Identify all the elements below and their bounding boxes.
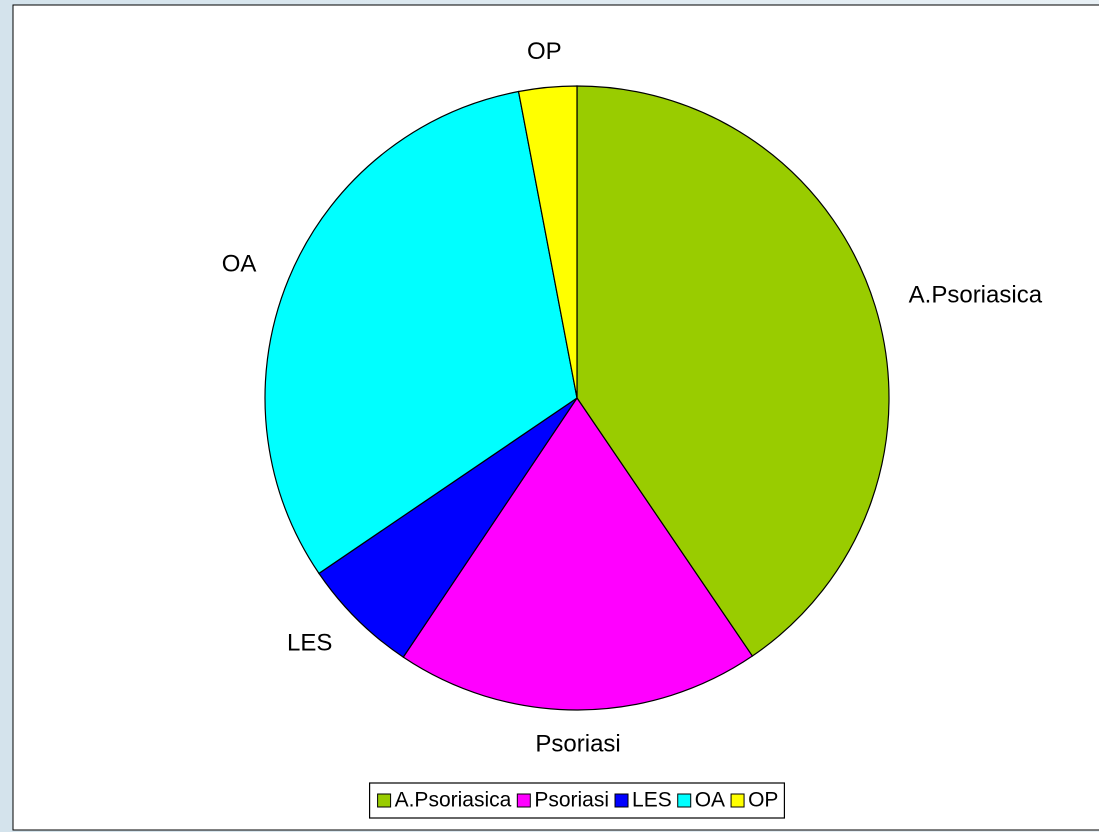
legend-label: Psoriasi xyxy=(534,789,609,812)
slice-label: Psoriasi xyxy=(535,730,620,757)
legend-label: LES xyxy=(632,789,672,812)
slice-label: LES xyxy=(287,629,332,656)
legend-label: OA xyxy=(695,789,725,812)
legend-label: OP xyxy=(748,789,778,812)
slice-label: A.Psoriasica xyxy=(909,281,1043,308)
legend-swatch xyxy=(614,793,629,808)
pie-slice xyxy=(264,90,578,575)
legend: A.Psoriasica Psoriasi LES OA OP xyxy=(368,782,786,819)
pie-slice xyxy=(402,396,754,711)
legend-swatch xyxy=(730,793,745,808)
slice-label: OP xyxy=(527,38,562,65)
slice-label: OA xyxy=(222,251,257,278)
legend-swatch xyxy=(677,793,692,808)
legend-swatch xyxy=(377,793,392,808)
pie-slice xyxy=(517,85,578,399)
legend-box xyxy=(368,782,786,819)
legend-label: A.Psoriasica xyxy=(395,789,512,812)
pie-slice xyxy=(576,85,890,657)
pie-slice xyxy=(318,397,578,658)
legend-swatch xyxy=(516,793,531,808)
